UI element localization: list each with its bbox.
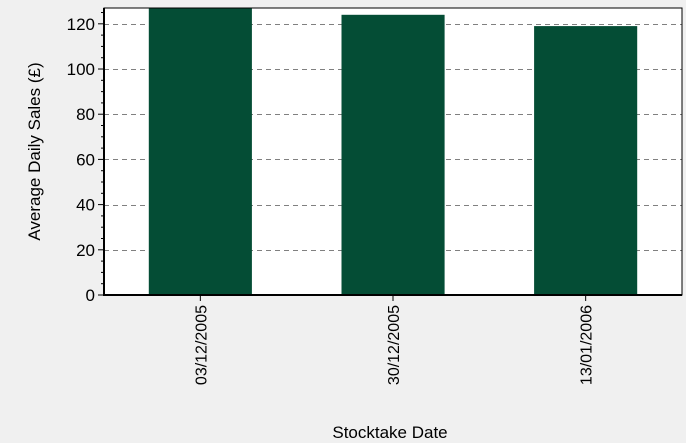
y-tick-label: 20 (76, 241, 95, 260)
y-axis-ticks: 0 20 40 60 80 100 120 (67, 12, 104, 305)
y-tick-label: 80 (76, 105, 95, 124)
bar-13/01/2006 (534, 26, 638, 295)
bar-30/12/2005 (341, 14, 445, 296)
y-axis-title: Average Daily Sales (£) (25, 62, 44, 240)
x-category-label: 13/01/2006 (579, 305, 596, 385)
y-tick-label: 60 (76, 150, 95, 169)
y-tick-label: 120 (67, 15, 95, 34)
x-category-label: 30/12/2005 (386, 305, 403, 385)
y-tick-label: 40 (76, 196, 95, 215)
bars (148, 8, 638, 296)
x-axis-title: Stocktake Date (332, 423, 447, 442)
bar-03/12/2005 (148, 8, 252, 295)
x-category-label: 03/12/2005 (193, 305, 210, 385)
y-tick-label: 0 (86, 286, 95, 305)
x-axis-category-labels: 03/12/2005 30/12/2005 13/01/2006 (193, 295, 596, 385)
y-tick-label: 100 (67, 60, 95, 79)
